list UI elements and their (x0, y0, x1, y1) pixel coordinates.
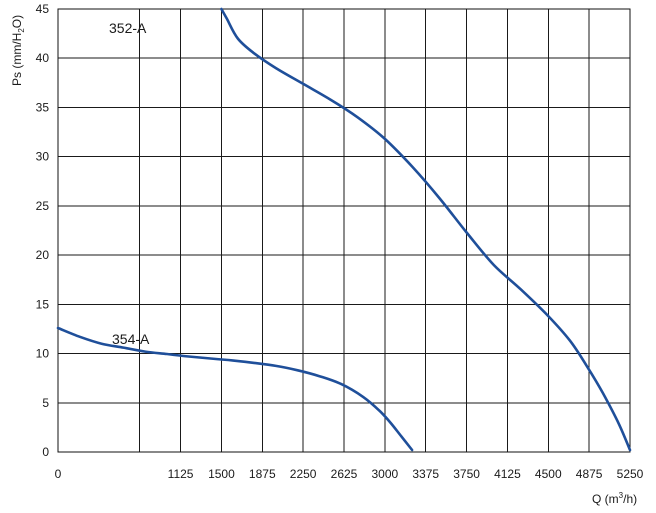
y-tick-label: 0 (42, 445, 49, 459)
x-tick-label: 2250 (290, 467, 317, 481)
series-line-352-a (220, 7, 632, 452)
curves (56, 7, 632, 452)
series-label-354a: 354-A (112, 331, 150, 347)
x-axis-label: Q (m3/h) (592, 491, 637, 506)
y-tick-label: 25 (36, 199, 50, 213)
x-tick-label: 5250 (617, 467, 644, 481)
x-tick-label: 3375 (412, 467, 439, 481)
plot-frame (57, 8, 631, 453)
y-tick-label: 10 (36, 347, 50, 361)
x-tick-label: 3750 (453, 467, 480, 481)
x-tick-label: 1125 (168, 467, 194, 481)
tick-labels: 0 5 10 15 20 25 30 35 40 45 0 1125 1500 1875 2250 2625 3… (36, 2, 644, 481)
y-tick-label: 15 (36, 297, 50, 311)
y-tick-label: 40 (36, 51, 50, 65)
series-line-354-a (56, 326, 414, 452)
y-tick-label: 30 (36, 150, 50, 164)
x-tick-label: 4125 (494, 467, 521, 481)
x-tick-label: 2625 (331, 467, 358, 481)
x-tick-label: 3000 (372, 467, 399, 481)
y-tick-label: 5 (42, 396, 49, 410)
x-tick-label: 4875 (576, 467, 603, 481)
x-tick-label: 1875 (249, 467, 276, 481)
y-axis-label: Ps (mm/H2O) (10, 15, 26, 86)
x-tick-label: 1500 (208, 467, 235, 481)
x-tick-label: 0 (55, 467, 62, 481)
y-tick-label: 45 (36, 2, 50, 16)
y-tick-label: 20 (36, 248, 50, 262)
y-tick-label: 35 (36, 100, 50, 114)
x-tick-label: 4500 (535, 467, 562, 481)
series-label-352a: 352-A (109, 20, 147, 36)
grid (57, 8, 631, 453)
